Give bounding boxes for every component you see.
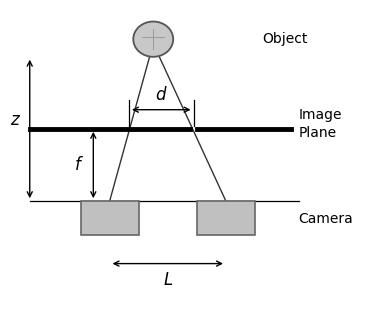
- Text: Object: Object: [262, 32, 308, 46]
- Text: $z$: $z$: [10, 111, 21, 129]
- Text: $f$: $f$: [74, 156, 84, 174]
- Text: $L$: $L$: [163, 270, 173, 289]
- Text: $d$: $d$: [155, 86, 167, 104]
- Text: Camera: Camera: [298, 212, 353, 226]
- Bar: [81, 201, 139, 235]
- Bar: [197, 201, 255, 235]
- Circle shape: [133, 22, 173, 57]
- Text: Image
Plane: Image Plane: [298, 109, 342, 140]
